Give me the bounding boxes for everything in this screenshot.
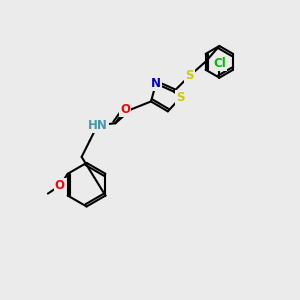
Text: O: O	[55, 179, 65, 192]
Text: S: S	[176, 91, 185, 104]
Text: N: N	[151, 77, 161, 90]
Text: S: S	[185, 69, 194, 82]
Text: HN: HN	[88, 119, 107, 132]
Text: Cl: Cl	[213, 57, 226, 70]
Text: O: O	[120, 103, 130, 116]
